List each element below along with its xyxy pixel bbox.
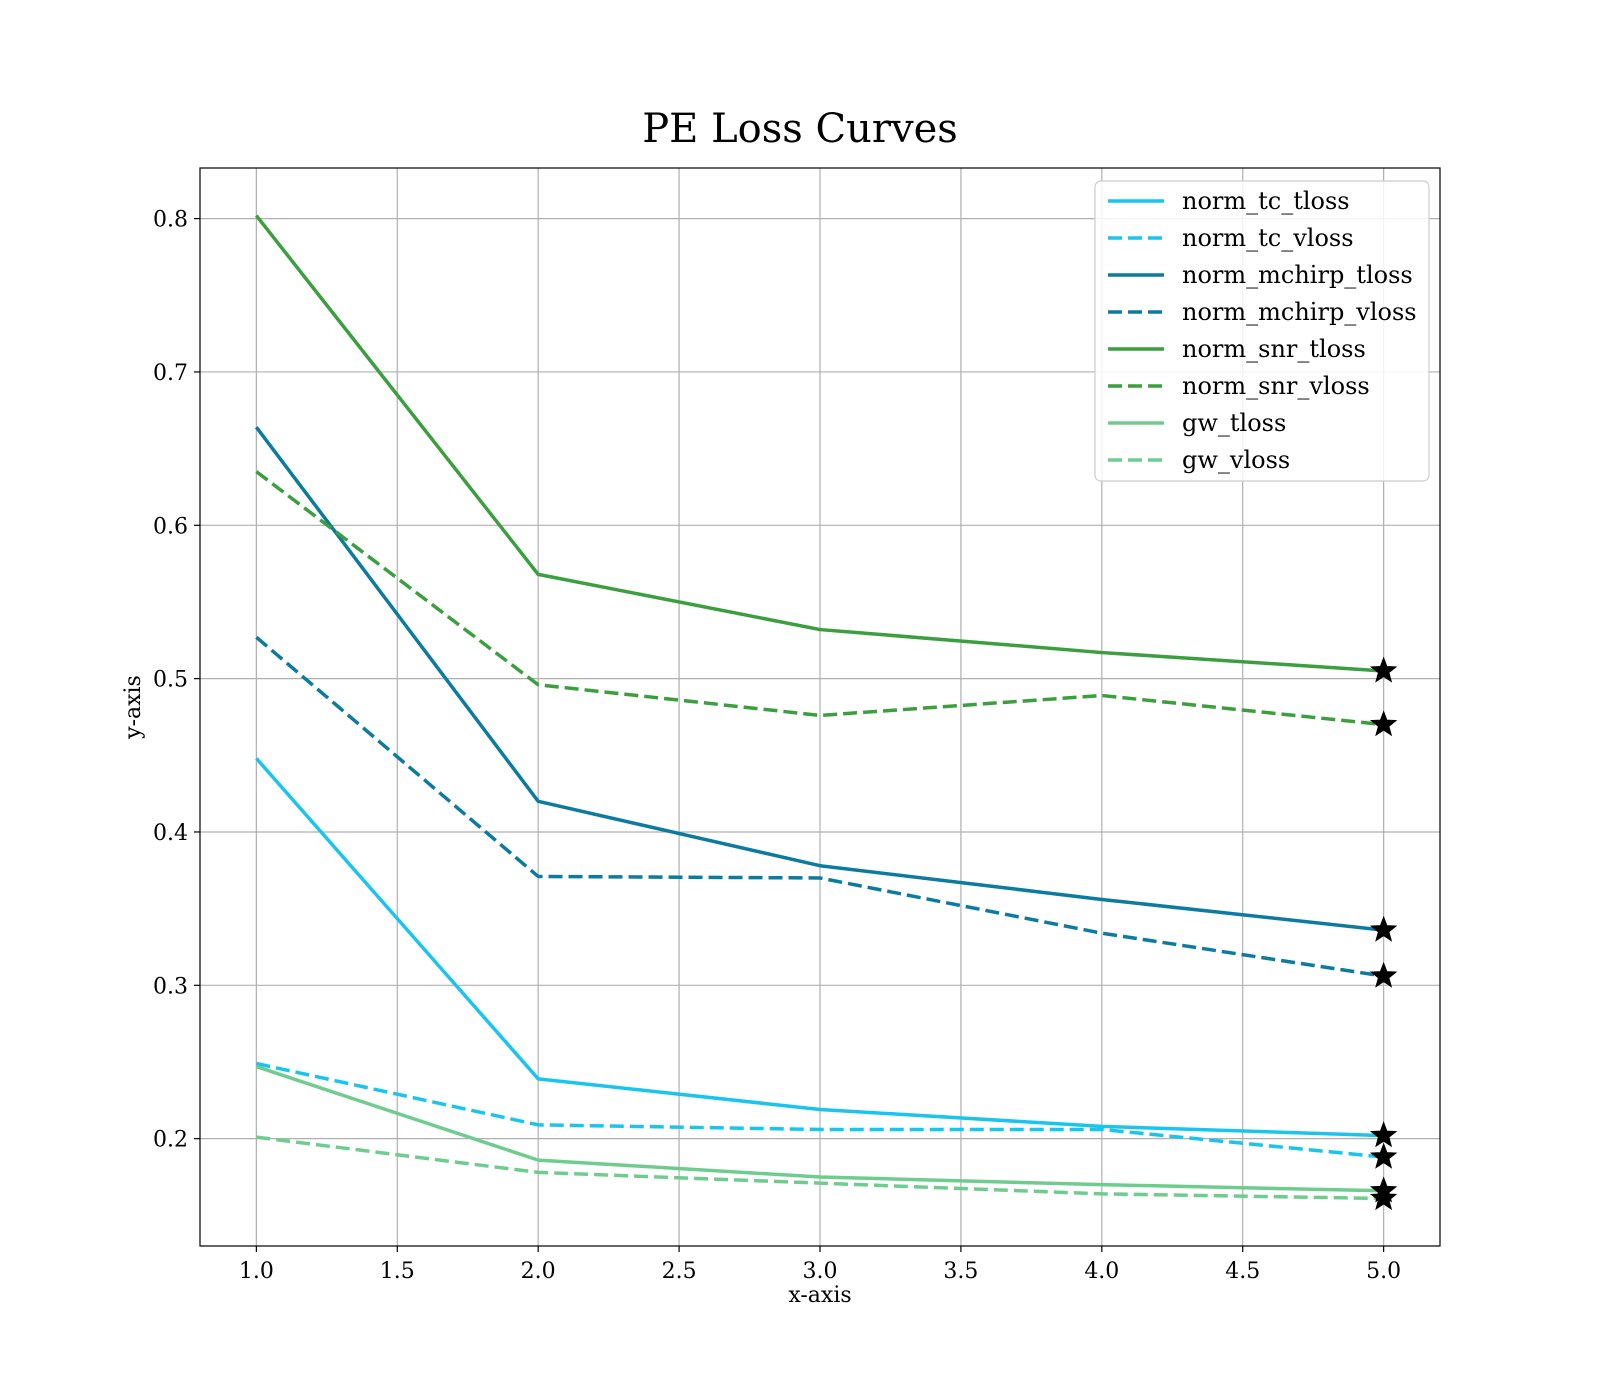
end-marker-star (1369, 1184, 1398, 1211)
y-tick-label: 0.5 (153, 668, 188, 693)
y-tick-label: 0.7 (153, 361, 188, 386)
x-tick-label: 4.0 (1084, 1259, 1119, 1284)
y-tick-label: 0.2 (153, 1128, 188, 1153)
series-lines (254, 214, 1384, 1201)
series-line-norm-snr-tloss (254, 214, 1384, 673)
end-marker-star (1369, 656, 1398, 683)
legend-label: norm_snr_vloss (1182, 372, 1370, 400)
y-axis-label: y-axis (121, 675, 146, 740)
legend-box (1094, 180, 1430, 482)
x-tick-label: 2.5 (662, 1259, 697, 1284)
x-tick-label: 3.5 (943, 1259, 978, 1284)
legend-label: norm_tc_vloss (1182, 224, 1354, 252)
legend-label: norm_mchirp_vloss (1182, 298, 1417, 326)
x-tick-label: 4.5 (1225, 1259, 1260, 1284)
legend-label: norm_tc_tloss (1182, 187, 1350, 215)
end-marker-star (1369, 1121, 1398, 1148)
end-marker-star (1369, 710, 1398, 737)
legend-label: norm_mchirp_tloss (1182, 261, 1413, 289)
x-tick-label: 1.5 (380, 1259, 415, 1284)
series-line-norm-tc-tloss (255, 757, 1384, 1138)
series-line-norm-mchirp-tloss (254, 426, 1384, 932)
axis-ticks: 1.0 1.5 2.0 2.5 3.0 3.5 4.0 4.5 5.0 0.2 0.3 0.4 0.5 0… (153, 208, 1401, 1284)
legend-label: gw_vloss (1182, 446, 1290, 474)
x-tick-label: 5.0 (1366, 1259, 1401, 1284)
legend-label: gw_tloss (1182, 409, 1286, 437)
series-line-norm-mchirp-vloss (255, 635, 1384, 978)
y-tick-label: 0.3 (153, 974, 188, 999)
x-tick-label: 1.0 (239, 1259, 274, 1284)
series-line-gw-tloss (255, 1064, 1384, 1193)
y-tick-label: 0.6 (153, 514, 188, 539)
x-axis-label: x-axis (788, 1283, 851, 1308)
chart-title: PE Loss Curves (642, 106, 958, 152)
end-marker-star (1369, 961, 1398, 988)
grid-lines (200, 168, 1440, 1246)
legend: norm_tc_tloss norm_tc_vloss norm_mchirp_tl… (1094, 180, 1430, 482)
end-marker-star (1369, 915, 1398, 942)
series-line-norm-tc-vloss (255, 1061, 1384, 1159)
series-line-norm-snr-vloss (255, 470, 1384, 727)
y-tick-label: 0.8 (153, 208, 188, 233)
x-tick-label: 3.0 (803, 1259, 838, 1284)
y-tick-label: 0.4 (153, 821, 188, 846)
end-marker-star (1369, 1142, 1398, 1169)
legend-label: norm_snr_tloss (1182, 335, 1366, 363)
x-tick-label: 2.0 (521, 1259, 556, 1284)
series-line-gw-vloss (256, 1135, 1384, 1201)
end-markers (1369, 656, 1398, 1211)
